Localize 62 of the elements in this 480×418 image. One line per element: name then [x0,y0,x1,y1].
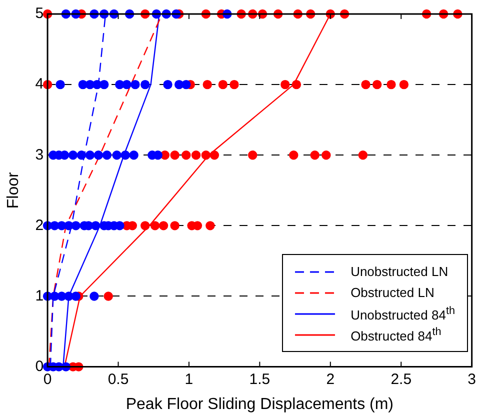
y-tick-label: 5 [35,5,44,22]
point [140,221,150,230]
x-tick-label: 2 [326,370,335,388]
point [85,150,95,160]
point [372,80,382,90]
x-tick-label: 2.5 [390,370,412,388]
point [361,80,370,90]
point [120,150,130,160]
point [163,80,172,90]
point [122,80,132,90]
point [386,80,396,90]
point [182,80,191,90]
legend-label: Unobstructed LN [350,264,448,279]
point [68,150,78,160]
point [94,150,104,160]
point [201,150,211,160]
legend-label: Obstructed LN [350,285,434,300]
point [399,80,409,90]
point [170,150,180,160]
point [112,150,122,160]
point [71,292,80,301]
point [102,150,112,160]
point [292,80,302,90]
point [182,150,191,160]
y-tick-label: 3 [35,146,44,164]
point [191,150,201,160]
legend-label: Obstructed 84$^{th}$ [350,326,442,344]
y-axis-title: Floor [5,172,22,209]
point [91,221,100,230]
point [129,150,138,160]
point [202,80,212,90]
y-tick-label: 4 [35,76,44,93]
point [140,80,150,90]
x-tick-label: 1 [184,370,194,388]
point [358,150,368,160]
point [248,150,258,160]
point [322,150,331,160]
point [90,292,99,301]
x-tick-label: 1.5 [249,370,270,388]
point [130,80,140,90]
point [100,80,109,90]
point [104,292,113,301]
point [206,221,215,230]
point [210,150,220,160]
legend-label: Unobstructed 84$^{th}$ [350,304,455,322]
point [280,80,290,90]
point [56,80,65,90]
point [289,150,298,160]
point [150,221,160,230]
x-axis-title: Peak Floor Sliding Displacements (m) [126,396,394,413]
y-tick-label: 0 [35,358,44,375]
point [76,150,86,160]
point [158,221,168,230]
point [71,221,80,230]
point [170,221,180,230]
point [218,80,228,90]
x-tick-label: 3 [468,370,476,388]
point [230,80,239,90]
point [310,150,320,160]
y-tick-label: 1 [35,287,44,304]
y-tick-label: 2 [35,216,44,234]
x-tick-label: 0.5 [108,370,129,388]
